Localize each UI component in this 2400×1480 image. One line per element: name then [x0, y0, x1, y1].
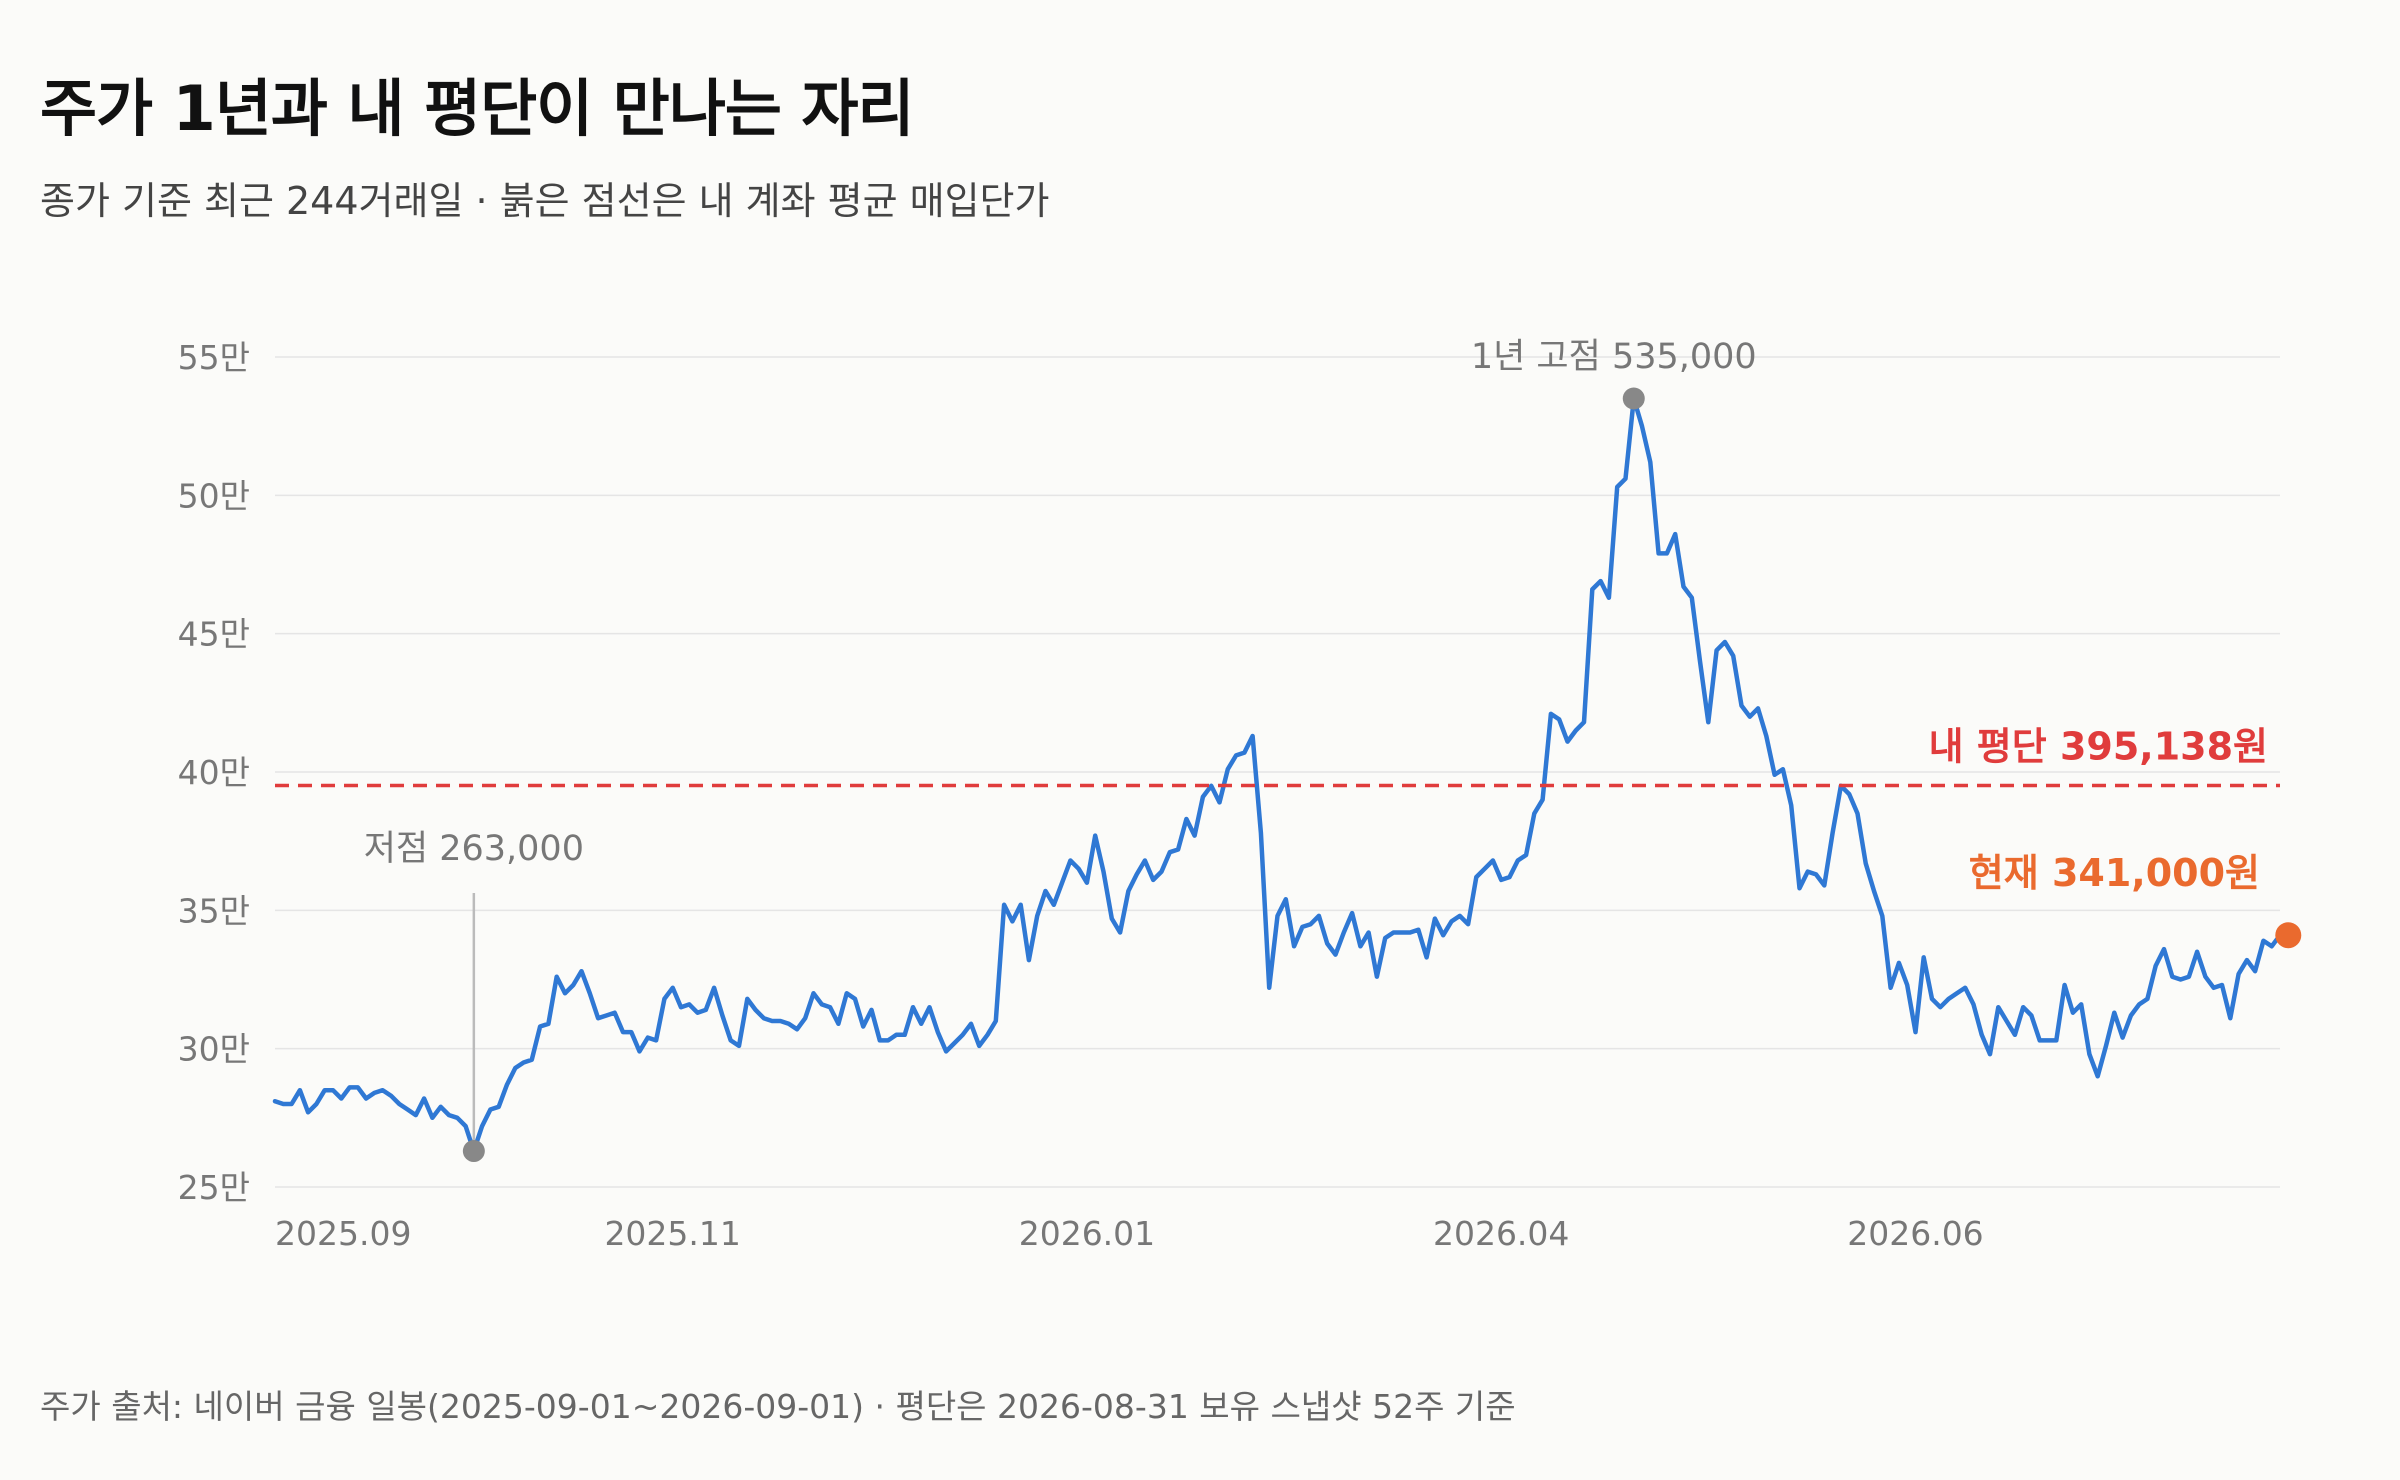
current-price-label: 현재 341,000원 — [1969, 851, 2260, 895]
x-tick-label: 2026.01 — [1019, 1214, 1155, 1253]
source-footnote: 주가 출처: 네이버 금융 일봉(2025-09-01~2026-09-01) … — [40, 1387, 1516, 1426]
high-point-label: 1년 고점 535,000 — [1471, 337, 1757, 377]
chart-subtitle: 종가 기준 최근 244거래일 · 붉은 점선은 내 계좌 평균 매입단가 — [40, 179, 1050, 223]
y-tick-label: 55만 — [178, 338, 250, 377]
x-tick-label: 2025.09 — [275, 1214, 411, 1253]
price-series-line — [272, 396, 2283, 1154]
average-price-label: 내 평단 395,138원 — [1929, 724, 2268, 768]
chart-title: 주가 1년과 내 평단이 만나는 자리 — [40, 72, 915, 145]
y-tick-label: 40만 — [178, 753, 250, 792]
y-tick-label: 35만 — [178, 891, 250, 930]
y-tick-label: 30만 — [178, 1030, 250, 1069]
low-point-label: 저점 263,000 — [364, 829, 584, 869]
current-price-marker — [2275, 922, 2302, 949]
y-tick-label: 25만 — [178, 1168, 250, 1207]
y-tick-label: 45만 — [178, 615, 250, 654]
high-point-marker — [1622, 387, 1645, 410]
low-point-marker — [462, 1140, 485, 1163]
x-tick-label: 2026.06 — [1847, 1214, 1983, 1253]
y-tick-label: 50만 — [178, 476, 250, 515]
x-tick-label: 2026.04 — [1433, 1214, 1569, 1253]
x-tick-label: 2025.11 — [604, 1214, 740, 1253]
